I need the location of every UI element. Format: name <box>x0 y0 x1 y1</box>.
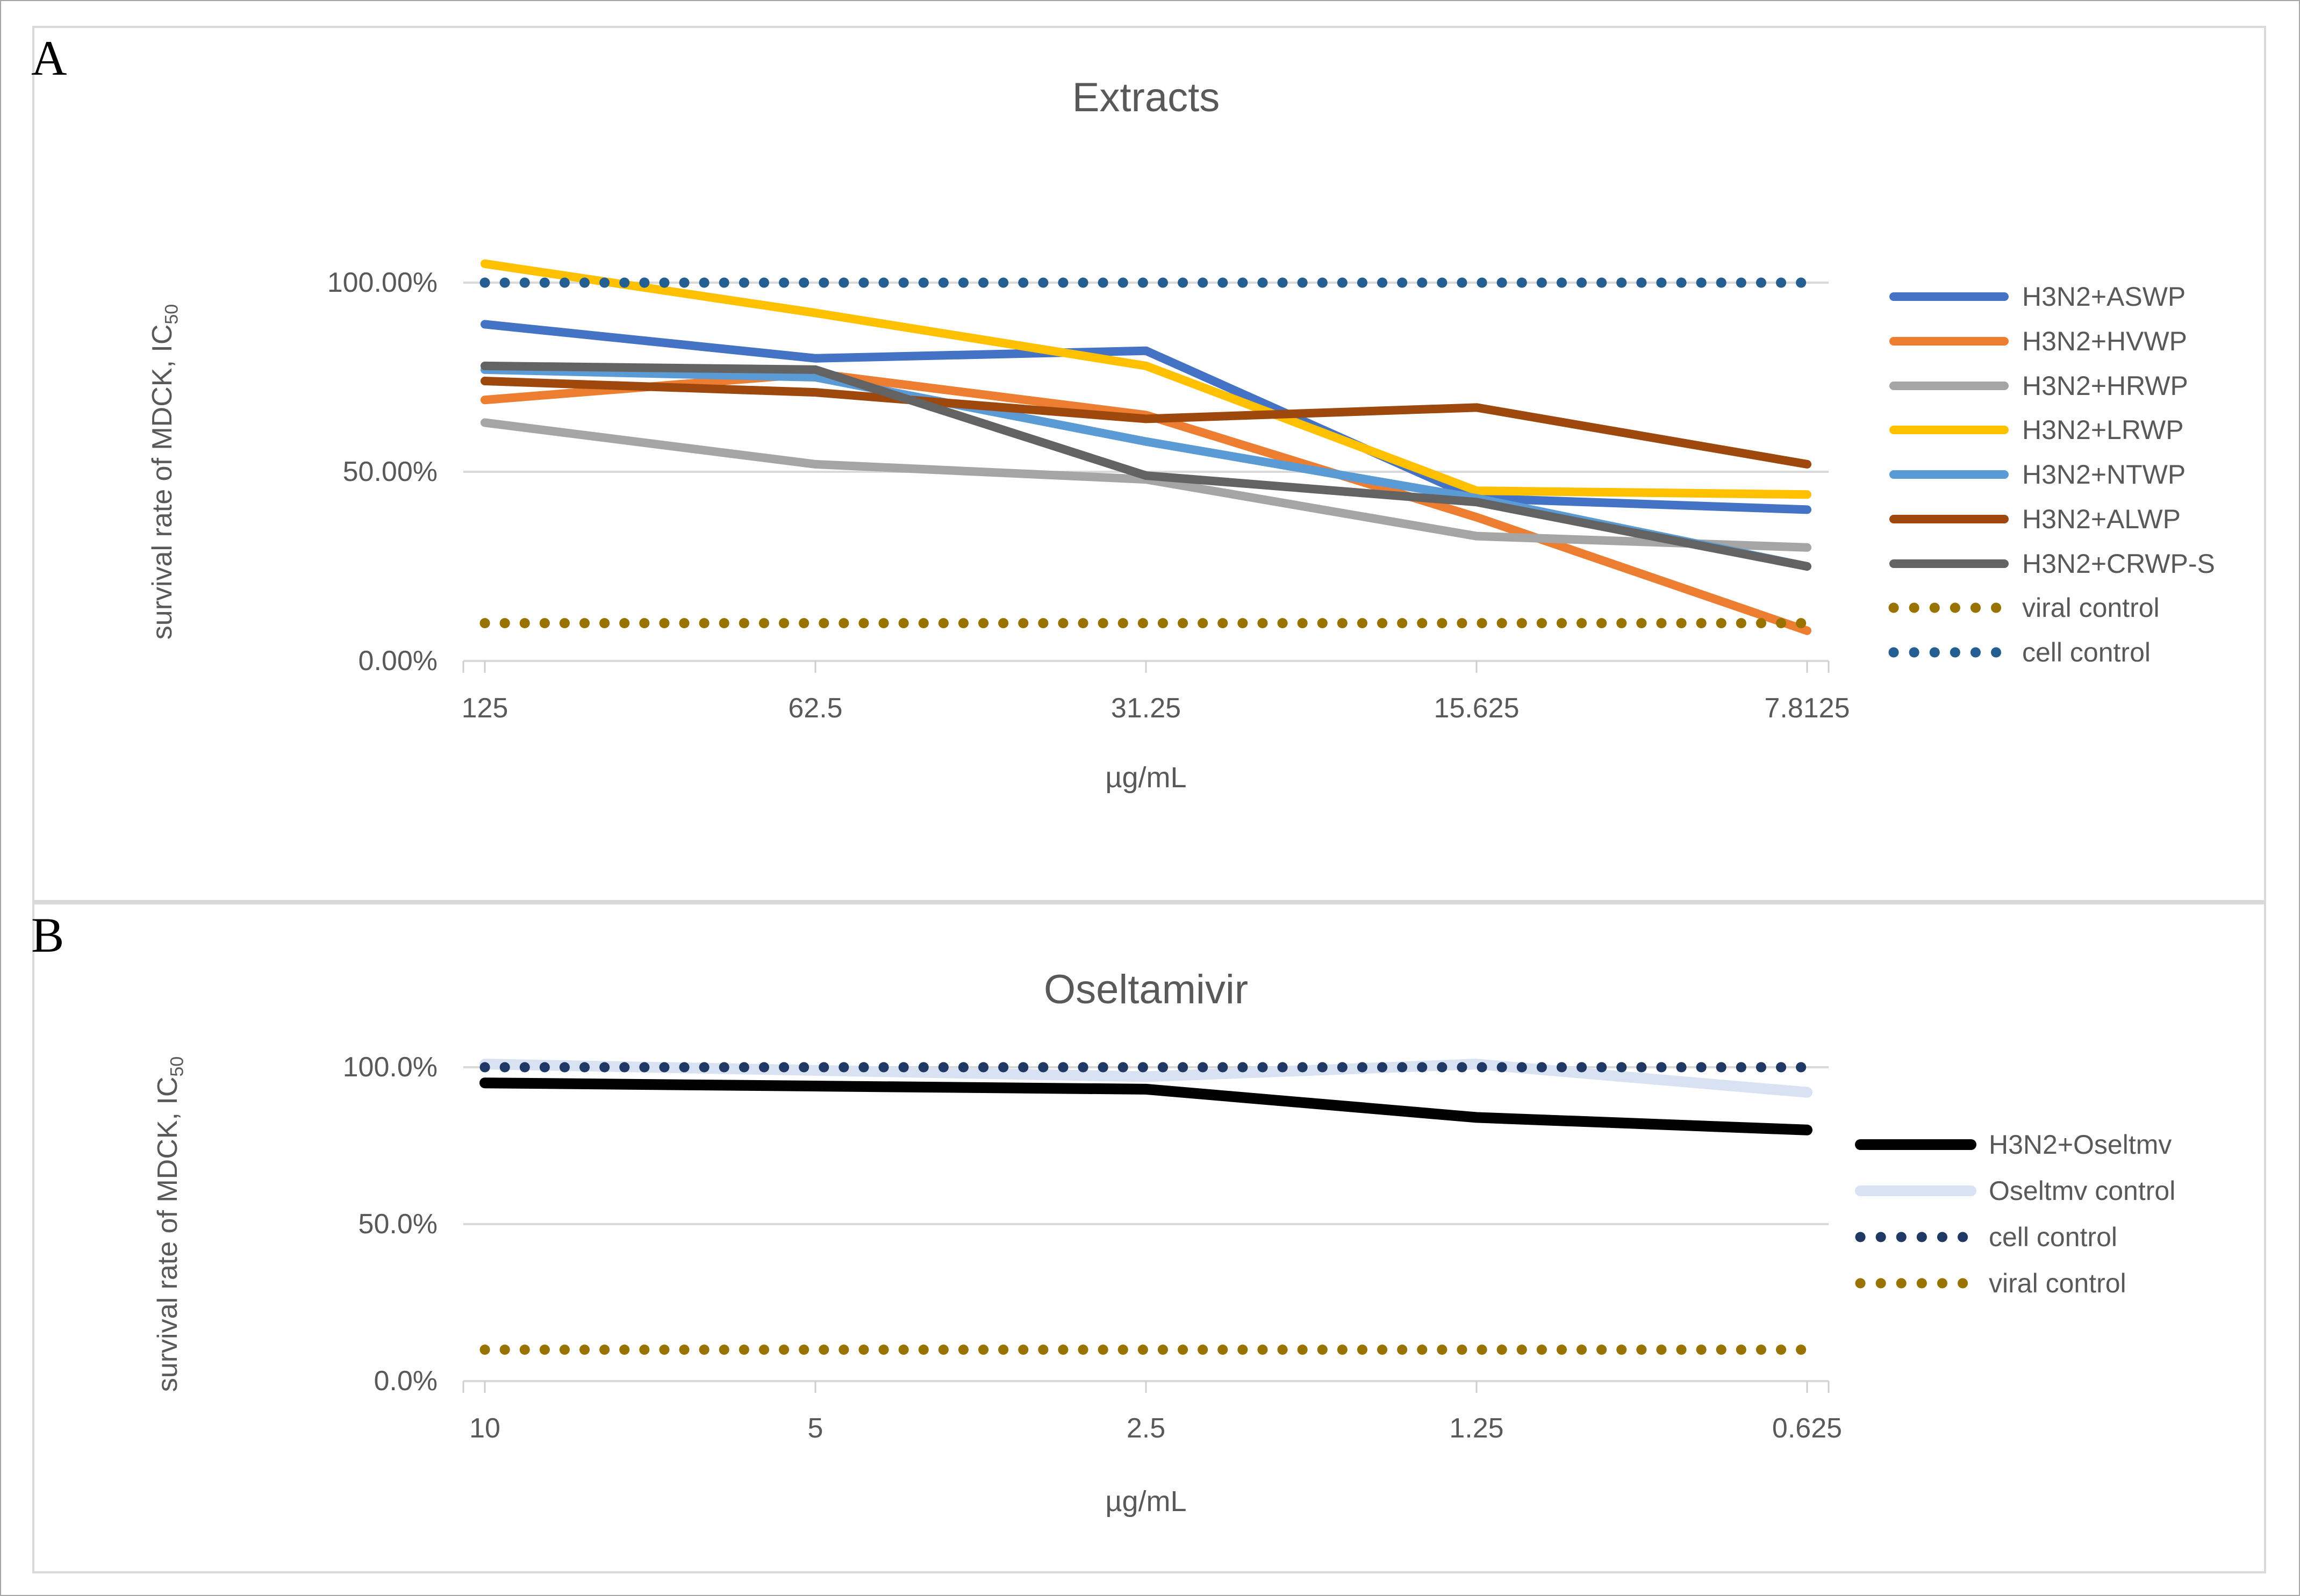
y-axis-title-b-subscript: 50 <box>167 1056 188 1077</box>
legend-item-H3N2+LRWP: H3N2+LRWP <box>1888 413 2184 447</box>
legend-line-swatch-solid <box>1855 1185 1976 1196</box>
y-tick-label: 100.00% <box>327 267 438 298</box>
y-axis-title-a: survival rate of MDCK, IC50 <box>146 149 182 794</box>
legend-item-Oseltmv-control: Oseltmv control <box>1854 1174 2175 1208</box>
legend-item-H3N2+Oseltmv: H3N2+Oseltmv <box>1854 1127 2172 1162</box>
legend-line-swatch-solid <box>1889 382 2009 390</box>
legend-label: H3N2+HVWP <box>2022 326 2188 356</box>
x-tick-label: 0.625 <box>1772 1413 1843 1444</box>
legend-label: H3N2+NTWP <box>2022 459 2186 490</box>
x-tick-label: 1.25 <box>1449 1413 1504 1444</box>
plot-area-b <box>462 1059 1830 1393</box>
legend-line-swatch-dotted <box>1888 602 2010 613</box>
x-tick-label: 15.625 <box>1434 693 1520 724</box>
legend-label: H3N2+HRWP <box>2022 371 2188 401</box>
legend-label: viral control <box>2022 593 2160 623</box>
x-tick-label: 2.5 <box>1126 1413 1166 1444</box>
legend-line-swatch-dotted <box>1855 1278 1976 1289</box>
legend-line-swatch-dotted <box>1888 647 2010 658</box>
legend-label: cell control <box>1989 1222 2117 1252</box>
x-tick-label: 125 <box>461 693 508 724</box>
legend-item-H3N2+HRWP: H3N2+HRWP <box>1888 369 2188 403</box>
panel-label-b: B <box>31 908 65 962</box>
plot-area-a <box>462 259 1830 673</box>
legend-line-swatch-solid <box>1889 470 2009 479</box>
legend-label: cell control <box>2022 637 2151 667</box>
series-line-H3N2+LRWP <box>481 259 1811 499</box>
x-tick-label: 62.5 <box>788 693 843 724</box>
x-axis-title-b: µg/mL <box>1105 1485 1187 1518</box>
legend-item-cell-control: cell control <box>1888 635 2151 670</box>
y-axis-title-b: survival rate of MDCK, IC50 <box>152 902 188 1547</box>
legend-label: H3N2+LRWP <box>2022 415 2184 445</box>
legend-label: viral control <box>1989 1268 2126 1298</box>
legend-line-swatch-solid <box>1855 1139 1976 1150</box>
series-line-H3N2+ALWP <box>481 377 1811 469</box>
x-tick-label: 10 <box>469 1413 500 1444</box>
legend-label: H3N2+CRWP-S <box>2022 549 2215 579</box>
panel-label-a: A <box>31 31 67 85</box>
legend-line-swatch-solid <box>1889 515 2009 523</box>
legend-item-H3N2+NTWP: H3N2+NTWP <box>1888 457 2186 492</box>
legend-item-viral-control: viral control <box>1854 1266 2126 1300</box>
y-axis-title-b-text: survival rate of MDCK, IC <box>152 1076 183 1392</box>
series-line-H3N2+ASWP <box>481 320 1811 514</box>
y-axis-title-a-subscript: 50 <box>161 304 182 325</box>
chart-title-oseltamivir: Oseltamivir <box>1043 967 1249 1012</box>
y-tick-label: 50.00% <box>342 456 438 487</box>
x-tick-label: 31.25 <box>1110 693 1181 724</box>
y-tick-label: 0.00% <box>358 645 438 677</box>
legend-item-H3N2+CRWP-S: H3N2+CRWP-S <box>1888 547 2215 581</box>
x-axis-title-a: µg/mL <box>1105 761 1187 794</box>
legend-label: H3N2+ASWP <box>2022 282 2186 312</box>
y-axis-title-a-text: survival rate of MDCK, IC <box>147 324 178 640</box>
legend-item-H3N2+ALWP: H3N2+ALWP <box>1888 502 2181 536</box>
x-tick-label: 7.8125 <box>1764 693 1850 724</box>
y-tick-label: 100.0% <box>342 1052 438 1083</box>
legend-label: H3N2+ALWP <box>2022 504 2181 534</box>
y-tick-label: 0.0% <box>374 1365 438 1397</box>
chart-frame-a <box>32 26 2266 902</box>
legend-line-swatch-solid <box>1889 559 2009 568</box>
legend-item-H3N2+HVWP: H3N2+HVWP <box>1888 324 2187 358</box>
series-line-H3N2+CRWP-S <box>481 361 1811 571</box>
legend-line-swatch-solid <box>1889 292 2009 301</box>
legend-item-viral-control: viral control <box>1888 591 2160 625</box>
legend-label: H3N2+Oseltmv <box>1989 1130 2172 1160</box>
legend-line-swatch-solid <box>1889 426 2009 434</box>
legend-label: Oseltmv control <box>1989 1176 2176 1206</box>
chart-frame-b <box>32 902 2266 1573</box>
legend-line-swatch-solid <box>1889 337 2009 346</box>
x-tick-label: 5 <box>807 1413 823 1444</box>
legend-line-swatch-dotted <box>1855 1232 1976 1242</box>
legend-item-H3N2+ASWP: H3N2+ASWP <box>1888 279 2186 314</box>
chart-title-extracts: Extracts <box>1072 75 1220 120</box>
series-line-H3N2+Oseltmv <box>479 1077 1812 1135</box>
y-tick-label: 50.0% <box>358 1209 438 1240</box>
legend-item-cell-control: cell control <box>1854 1220 2117 1254</box>
